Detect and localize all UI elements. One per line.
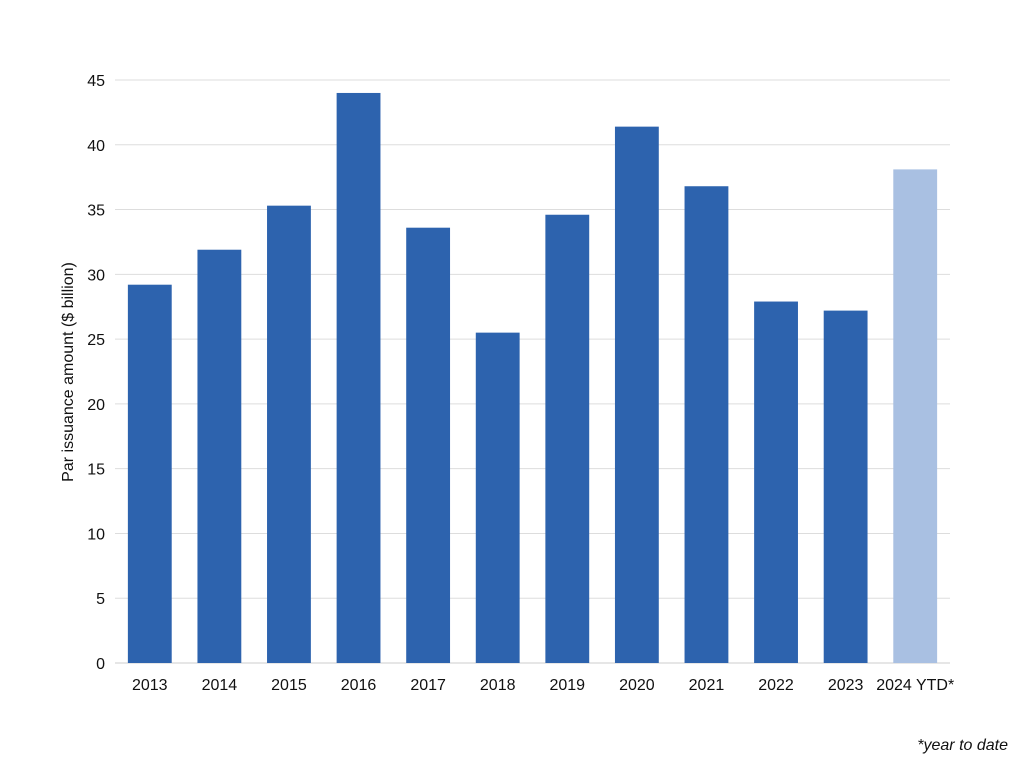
bar-2024: [893, 169, 938, 664]
x-tick-label: 2022: [758, 677, 794, 694]
y-axis-title: Par issuance amount ($ billion): [60, 262, 77, 482]
bar-2022: [754, 301, 798, 663]
y-axis-ticks: 0 5 10 15 20 25 30 35 40 45: [87, 73, 105, 673]
x-tick-label: 2020: [619, 677, 655, 694]
bar-2014: [197, 249, 242, 663]
y-tick-label: 15: [87, 462, 105, 479]
bar-2023: [823, 310, 868, 663]
bar-2016: [336, 92, 381, 663]
x-tick-label: 2019: [549, 677, 585, 694]
y-tick-label: 30: [87, 267, 105, 284]
bar-2019: [545, 214, 590, 663]
y-tick-label: 45: [87, 73, 105, 90]
footnote: *year to date: [917, 737, 1008, 754]
x-tick-label: 2018: [480, 677, 516, 694]
y-tick-label: 25: [87, 332, 105, 349]
x-tick-label: 2024 YTD*: [876, 677, 954, 694]
x-tick-label: 2014: [202, 677, 238, 694]
x-tick-label: 2021: [689, 677, 725, 694]
x-tick-label: 2023: [828, 677, 864, 694]
y-tick-label: 35: [87, 203, 105, 220]
bar-2015: [267, 205, 311, 663]
y-tick-label: 20: [87, 397, 105, 414]
bar-2018: [475, 332, 520, 663]
x-tick-label: 2016: [341, 677, 377, 694]
x-tick-label: 2017: [410, 677, 446, 694]
bars: [127, 92, 938, 664]
y-tick-label: 5: [96, 591, 105, 608]
y-tick-label: 10: [87, 526, 105, 543]
bar-2017: [406, 227, 451, 663]
bar-2013: [127, 284, 172, 663]
y-tick-label: 0: [96, 656, 105, 673]
bar-2021: [684, 186, 729, 664]
gridlines: [115, 79, 950, 664]
y-tick-label: 40: [87, 138, 105, 155]
bar-2020: [614, 126, 659, 663]
x-tick-label: 2015: [271, 677, 307, 694]
x-tick-label: 2013: [132, 677, 168, 694]
x-axis-ticks: 2013 2014 2015 2016 2017 2018 2019 2020 2021 2022…: [132, 677, 954, 694]
